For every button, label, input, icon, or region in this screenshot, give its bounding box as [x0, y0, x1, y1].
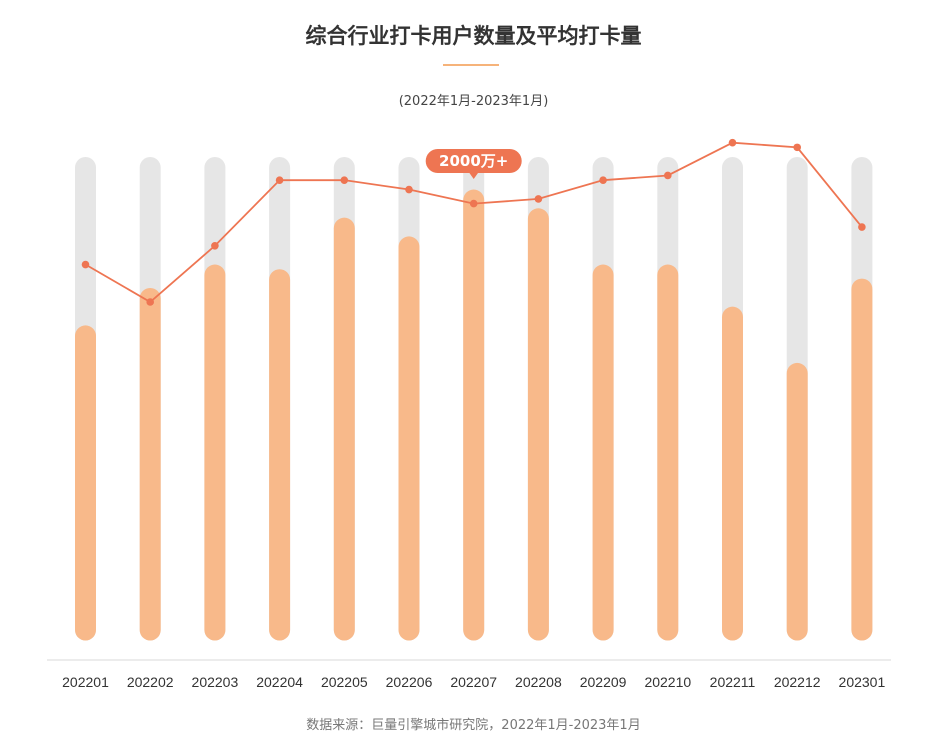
bar: [204, 264, 226, 641]
title-underline: [443, 64, 499, 66]
annotation-bubble: [425, 149, 522, 173]
bar: [75, 325, 96, 641]
line-point: [275, 176, 284, 184]
x-tick-label: 202209: [580, 674, 627, 690]
annotation-label: 2000万+: [439, 152, 508, 170]
x-tick-label: 202201: [62, 674, 109, 690]
line-series: [81, 138, 866, 306]
bars: [75, 189, 873, 641]
bar: [657, 264, 679, 641]
line-point: [146, 298, 154, 306]
x-tick-label: 202301: [839, 674, 886, 690]
chart-subtitle: (2022年1月-2023年1月): [398, 94, 549, 109]
chart-title: 综合行业打卡用户数量及平均打卡量: [305, 24, 642, 48]
x-tick-label: 202203: [192, 674, 239, 690]
line-point: [599, 176, 607, 184]
bar: [333, 217, 355, 641]
line-point: [469, 199, 478, 208]
x-tick-label: 202207: [450, 674, 497, 690]
annotation-pointer: [468, 172, 479, 179]
bar-annotation: 2000万+: [425, 149, 522, 179]
line-point: [728, 138, 737, 147]
line-point: [81, 260, 90, 269]
x-tick-label: 202210: [644, 674, 691, 690]
bar: [527, 208, 549, 641]
line-point: [534, 195, 543, 203]
bar: [269, 269, 291, 641]
line-point: [664, 171, 672, 180]
x-tick-label: 202212: [774, 674, 821, 690]
data-source: 数据来源：巨量引擎城市研究院，2022年1月-2023年1月: [306, 718, 641, 733]
bar: [851, 278, 873, 641]
x-tick-label: 202204: [256, 674, 303, 690]
bar: [139, 287, 161, 641]
bar: [592, 264, 614, 641]
line-point: [793, 143, 801, 152]
bar: [786, 362, 808, 641]
bar: [722, 306, 743, 641]
line-point: [858, 223, 866, 231]
x-tick-labels: 202201 202202 202203 202204 202205 202206 2022…: [62, 674, 885, 690]
x-tick-label: 202206: [386, 674, 433, 690]
bar: [398, 236, 420, 641]
line-point: [405, 185, 413, 194]
line-point: [211, 241, 219, 250]
x-tick-label: 202202: [127, 674, 174, 690]
line-point: [340, 176, 349, 184]
x-tick-label: 202205: [321, 674, 368, 690]
bar: [463, 189, 485, 641]
x-tick-label: 202208: [515, 674, 562, 690]
x-tick-label: 202211: [710, 674, 756, 690]
